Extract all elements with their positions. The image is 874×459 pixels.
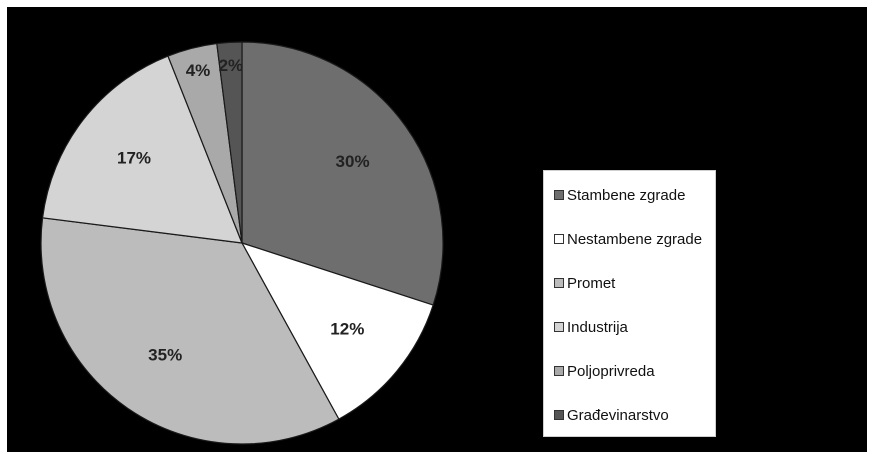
chart-legend: Stambene zgrade Nestambene zgrade Promet In… bbox=[543, 170, 716, 437]
pie-slice-1 bbox=[240, 241, 434, 420]
slice-percent-label-2: 35% bbox=[148, 346, 182, 365]
slice-percent-label-5: 2% bbox=[219, 56, 244, 75]
legend-item-5: Građevinarstvo bbox=[554, 405, 669, 425]
slice-percent-label-0: 30% bbox=[336, 152, 370, 171]
legend-swatch-2 bbox=[554, 278, 564, 288]
legend-item-4: Poljoprivreda bbox=[554, 361, 655, 381]
pie-slice-0 bbox=[241, 41, 444, 306]
chart-frame: 30% 12% 35% 17% 4% 2% Stambene zgrade Nestambe… bbox=[7, 7, 867, 452]
slice-percent-label-3: 17% bbox=[117, 149, 151, 168]
pie-chart: 30% 12% 35% 17% 4% 2% bbox=[40, 41, 444, 445]
slice-percent-label-4: 4% bbox=[186, 61, 211, 80]
legend-label-3: Industrija bbox=[567, 318, 628, 336]
legend-label-2: Promet bbox=[567, 274, 616, 292]
legend-item-0: Stambene zgrade bbox=[554, 185, 685, 205]
slice-percent-label-1: 12% bbox=[330, 320, 364, 339]
legend-item-3: Industrija bbox=[554, 317, 628, 337]
legend-swatch-0 bbox=[554, 190, 564, 200]
pie-slice-3 bbox=[41, 55, 243, 244]
legend-swatch-1 bbox=[554, 234, 564, 244]
legend-item-1: Nestambene zgrade bbox=[554, 229, 702, 249]
legend-label-5: Građevinarstvo bbox=[567, 406, 669, 424]
legend-swatch-5 bbox=[554, 410, 564, 420]
pie-slice-5 bbox=[216, 41, 243, 244]
pie-slice-2 bbox=[40, 217, 340, 445]
legend-label-4: Poljoprivreda bbox=[567, 362, 655, 380]
legend-swatch-4 bbox=[554, 366, 564, 376]
legend-label-0: Stambene zgrade bbox=[567, 186, 686, 204]
legend-label-1: Nestambene zgrade bbox=[567, 230, 703, 248]
legend-swatch-3 bbox=[554, 322, 564, 332]
legend-item-2: Promet bbox=[554, 273, 615, 293]
